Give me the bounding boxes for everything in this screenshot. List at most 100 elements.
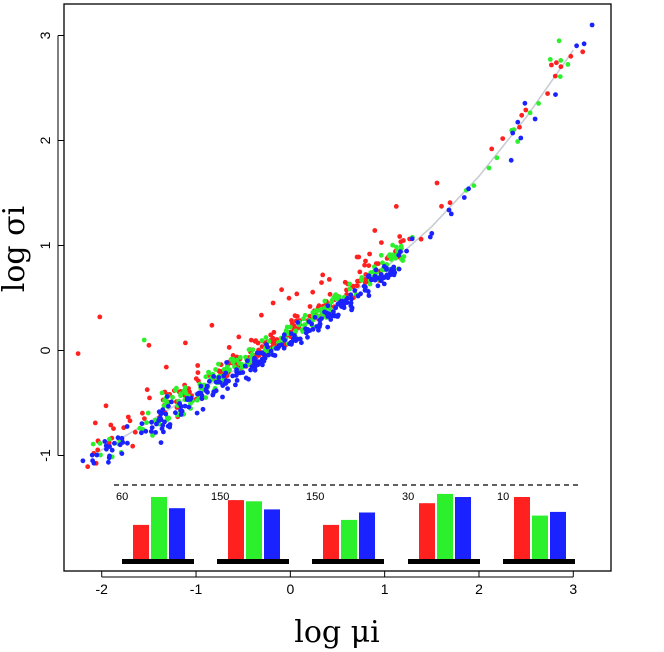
point-green	[144, 420, 149, 425]
point-green	[182, 389, 188, 395]
point-blue	[319, 316, 324, 321]
outlier-point-red	[97, 314, 103, 320]
x-tick-label: -1	[190, 581, 203, 597]
point-green	[98, 452, 103, 458]
point-blue	[240, 370, 246, 375]
point-blue	[199, 396, 205, 402]
point-green	[393, 255, 399, 261]
point-blue	[305, 334, 310, 340]
point-blue	[325, 314, 331, 319]
point-blue	[167, 424, 173, 430]
point-green	[206, 369, 211, 375]
point-red	[500, 136, 506, 142]
inset-bar-red	[228, 500, 244, 559]
x-tick-label: 0	[286, 581, 294, 597]
point-red	[271, 329, 277, 335]
point-blue	[225, 386, 231, 391]
point-blue	[194, 410, 200, 416]
inset-baseline	[408, 559, 480, 564]
point-red	[111, 426, 116, 431]
point-blue	[448, 211, 454, 217]
point-blue	[211, 389, 217, 395]
point-green	[263, 335, 269, 340]
point-green	[565, 62, 571, 67]
point-blue	[157, 415, 163, 421]
point-blue	[409, 236, 415, 242]
point-blue	[106, 459, 111, 465]
point-green	[359, 277, 364, 283]
y-tick-label: 3	[37, 31, 53, 39]
point-blue	[139, 430, 144, 436]
point-red	[195, 363, 201, 368]
point-blue	[224, 360, 230, 365]
point-green	[194, 397, 200, 403]
point-red	[125, 414, 131, 420]
point-blue	[184, 397, 190, 403]
point-red	[517, 124, 522, 130]
point-blue	[446, 207, 452, 213]
point-red	[355, 283, 360, 288]
point-red	[195, 370, 201, 375]
point-blue	[124, 424, 130, 429]
point-blue	[518, 135, 524, 141]
point-blue	[153, 430, 159, 435]
point-red	[447, 200, 453, 206]
point-blue	[252, 364, 258, 370]
point-green	[250, 347, 256, 353]
point-blue	[404, 248, 409, 254]
point-green	[203, 374, 209, 380]
points-layer	[75, 22, 595, 470]
point-red	[294, 291, 300, 297]
point-red	[279, 287, 284, 293]
y-tick-label: 0	[37, 346, 53, 354]
point-blue	[273, 346, 279, 351]
point-blue	[230, 373, 236, 379]
x-tick-label: 1	[381, 581, 389, 597]
point-green	[284, 328, 289, 334]
point-red	[307, 313, 313, 319]
point-red	[142, 416, 147, 421]
point-blue	[261, 352, 267, 357]
inset-bars-layer: 60 150 150 30 10	[114, 484, 582, 564]
fit-curve-line	[91, 49, 574, 457]
point-blue	[427, 234, 433, 240]
point-blue	[466, 186, 471, 192]
inset-bar-red	[514, 497, 530, 559]
point-blue	[112, 440, 117, 446]
point-red	[326, 277, 332, 282]
point-blue	[281, 345, 287, 351]
axes-layer: -2 -1 0 1 2 3 -1 0 1 2 3	[37, 31, 577, 597]
point-red	[147, 395, 152, 401]
inset-bar-green	[532, 515, 548, 559]
point-blue	[381, 275, 387, 281]
point-green	[107, 436, 112, 442]
point-green	[515, 139, 521, 144]
point-blue	[220, 383, 226, 388]
point-blue	[109, 447, 115, 453]
point-blue	[461, 195, 467, 200]
inset-group-2: 150	[211, 491, 289, 564]
point-red	[366, 263, 372, 268]
inset-group-3: 150	[306, 491, 384, 564]
inset-bar-blue	[359, 512, 375, 559]
point-blue	[335, 312, 341, 318]
point-blue	[375, 283, 381, 289]
point-blue	[149, 425, 155, 430]
point-blue	[223, 370, 229, 376]
inset-bar-blue	[169, 508, 185, 559]
point-blue	[198, 383, 204, 389]
point-green	[284, 324, 290, 330]
point-blue	[156, 409, 162, 415]
point-blue	[385, 275, 391, 281]
point-blue	[398, 249, 403, 255]
point-red	[144, 387, 150, 393]
point-red	[209, 322, 215, 328]
point-blue	[348, 300, 354, 306]
point-blue	[200, 406, 206, 412]
outlier-point-blue	[80, 458, 86, 464]
point-blue	[159, 426, 165, 432]
point-red	[342, 279, 348, 285]
point-green	[203, 395, 209, 400]
point-green	[471, 183, 477, 189]
point-blue	[158, 440, 164, 445]
